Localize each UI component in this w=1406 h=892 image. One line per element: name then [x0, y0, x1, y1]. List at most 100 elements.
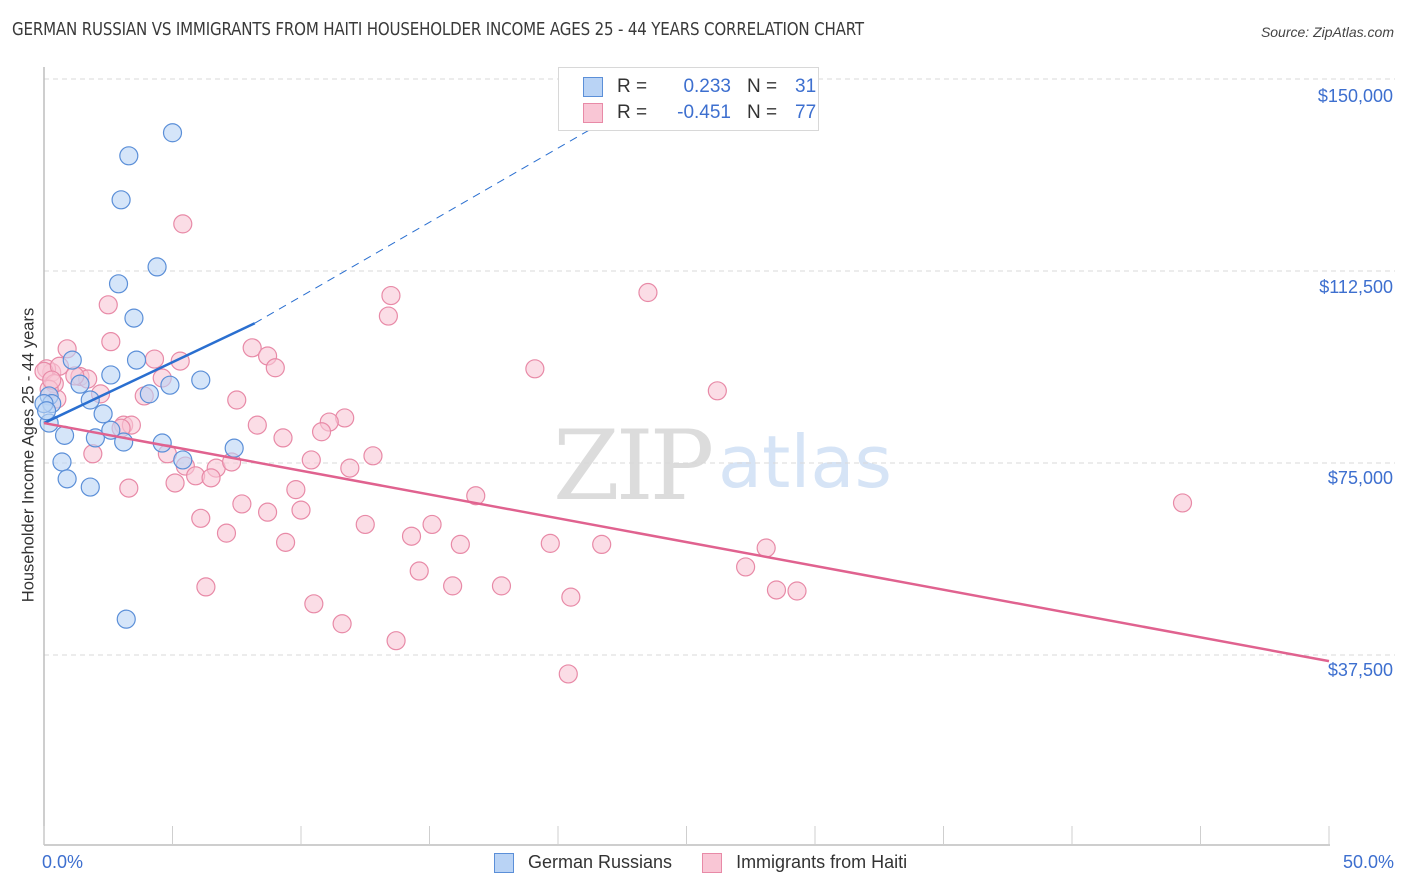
data-point[interactable] — [124, 308, 144, 328]
data-point[interactable] — [450, 534, 470, 555]
data-point[interactable] — [147, 257, 167, 277]
data-point[interactable] — [224, 438, 244, 458]
data-point[interactable] — [409, 561, 429, 581]
german-russians-swatch-icon — [494, 852, 514, 873]
data-point[interactable] — [98, 295, 118, 315]
legend-item-haiti[interactable]: Immigrants from Haiti — [702, 852, 907, 873]
german-russian-points — [34, 123, 244, 629]
n-value: 31 — [795, 76, 817, 97]
data-point[interactable] — [80, 477, 100, 497]
watermark-zip: ZIP — [553, 410, 714, 522]
data-point[interactable] — [116, 609, 136, 629]
legend-row-german-russians: R = 0.233 N = 31 — [583, 76, 816, 98]
n-value: 77 — [795, 102, 817, 123]
data-point[interactable] — [70, 374, 90, 394]
data-point[interactable] — [191, 370, 211, 390]
data-point[interactable] — [191, 508, 211, 528]
haiti-trend-line — [43, 421, 1330, 663]
data-point[interactable] — [766, 580, 787, 600]
data-point[interactable] — [386, 631, 406, 651]
data-point[interactable] — [196, 577, 216, 597]
data-point[interactable] — [83, 444, 103, 464]
data-point[interactable] — [57, 469, 77, 489]
data-point[interactable] — [111, 190, 131, 210]
data-point[interactable] — [101, 332, 121, 352]
data-point[interactable] — [401, 526, 422, 546]
data-point[interactable] — [340, 458, 360, 478]
data-point[interactable] — [422, 514, 442, 535]
r-value: -0.451 — [677, 102, 731, 123]
data-point[interactable] — [707, 381, 727, 401]
data-point[interactable] — [119, 146, 139, 166]
data-point[interactable] — [101, 365, 121, 385]
data-point[interactable] — [525, 359, 545, 379]
data-point[interactable] — [144, 349, 165, 369]
data-point[interactable] — [227, 390, 247, 410]
german-russians-trend-line — [43, 322, 256, 425]
data-point[interactable] — [443, 576, 463, 596]
data-point[interactable] — [119, 478, 139, 498]
correlation-legend: R = 0.233 N = 31 R = -0.451 N = 77 — [558, 67, 819, 131]
haiti-swatch-icon — [583, 103, 603, 123]
data-point[interactable] — [363, 446, 383, 466]
source-label: Source: ZipAtlas.com — [1260, 24, 1394, 40]
data-point[interactable] — [52, 452, 72, 472]
data-point[interactable] — [173, 214, 193, 234]
y-tick-75000: $75,000 — [1327, 468, 1393, 488]
data-point[interactable] — [232, 494, 252, 514]
data-point[interactable] — [540, 533, 560, 553]
data-point[interactable] — [165, 473, 185, 493]
y-tick-37500: $37,500 — [1327, 660, 1393, 680]
data-point[interactable] — [36, 401, 57, 421]
legend-label: Immigrants from Haiti — [736, 852, 908, 872]
data-point[interactable] — [378, 306, 398, 326]
data-point[interactable] — [275, 532, 296, 552]
chart-title: GERMAN RUSSIAN VS IMMIGRANTS FROM HAITI … — [12, 20, 864, 40]
data-point[interactable] — [638, 282, 658, 303]
data-point[interactable] — [162, 123, 183, 143]
data-point[interactable] — [466, 486, 486, 506]
data-point[interactable] — [173, 450, 193, 470]
data-point[interactable] — [286, 480, 306, 500]
data-point[interactable] — [355, 514, 375, 535]
r-label: R = — [617, 102, 648, 123]
data-point[interactable] — [247, 415, 267, 435]
legend-item-german-russians[interactable]: German Russians — [494, 852, 672, 873]
data-point[interactable] — [291, 500, 311, 520]
data-point[interactable] — [242, 338, 262, 358]
data-point[interactable] — [108, 274, 129, 294]
data-point[interactable] — [273, 428, 293, 448]
data-point[interactable] — [756, 538, 776, 558]
data-point[interactable] — [126, 350, 147, 370]
data-point[interactable] — [257, 502, 278, 522]
y-tick-112500: $112,500 — [1319, 277, 1393, 297]
data-point[interactable] — [160, 375, 180, 395]
data-point[interactable] — [787, 581, 807, 601]
n-label: N = — [747, 102, 778, 123]
y-axis-label: Householder Income Ages 25 - 44 years — [19, 307, 38, 603]
data-point[interactable] — [139, 384, 159, 404]
watermark-atlas: atlas — [718, 420, 892, 504]
data-point[interactable] — [381, 285, 401, 306]
data-point[interactable] — [491, 576, 512, 596]
data-point[interactable] — [558, 664, 578, 684]
data-point[interactable] — [736, 557, 756, 577]
data-point[interactable] — [561, 587, 581, 607]
x-tick-50: 50.0% — [1342, 852, 1394, 872]
data-point[interactable] — [62, 350, 82, 370]
data-point[interactable] — [301, 450, 321, 470]
data-point[interactable] — [311, 422, 332, 442]
data-point[interactable] — [592, 534, 612, 555]
data-point[interactable] — [42, 370, 62, 390]
data-point[interactable] — [332, 614, 352, 634]
data-point[interactable] — [216, 523, 237, 543]
data-point[interactable] — [1172, 493, 1193, 513]
r-value: 0.233 — [683, 76, 731, 97]
data-point[interactable] — [265, 358, 285, 378]
data-point[interactable] — [304, 594, 324, 614]
trend-lines — [43, 73, 1330, 663]
german-russians-swatch-icon — [583, 77, 603, 97]
data-point[interactable] — [201, 468, 221, 488]
gridlines — [44, 78, 1395, 656]
data-point[interactable] — [93, 404, 113, 424]
